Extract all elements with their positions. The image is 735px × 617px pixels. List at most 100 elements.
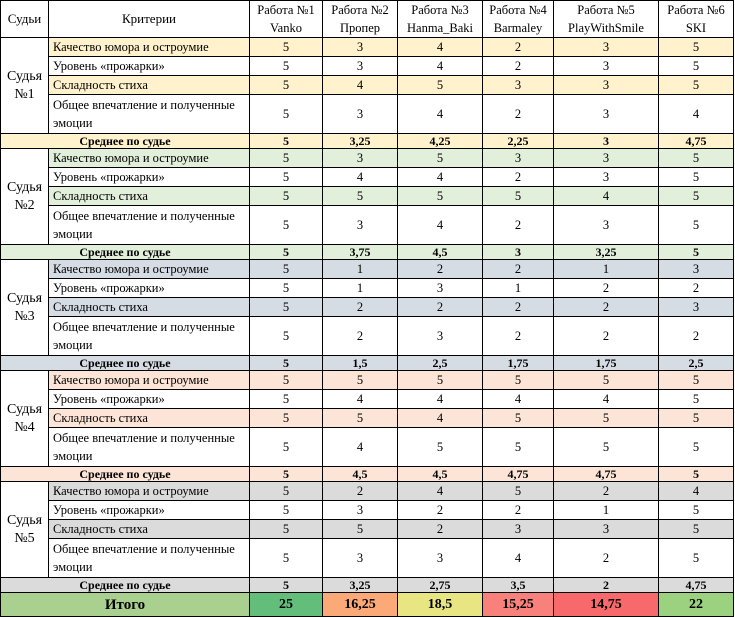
score-cell: 3 — [658, 259, 734, 279]
score-cell: 4 — [482, 538, 554, 578]
work-column-header: Работа №2 Пропер — [322, 0, 398, 38]
score-cell: 4 — [322, 427, 398, 467]
score-cell: 5 — [397, 427, 483, 467]
score-cell: 2 — [397, 519, 483, 539]
score-cell: 3 — [322, 205, 398, 245]
criterion-label: Складность стиха — [48, 297, 250, 317]
average-cell: 4,5 — [397, 244, 483, 260]
score-cell: 1 — [553, 500, 659, 520]
average-cell: 5 — [249, 355, 323, 371]
criterion-label: Уровень «прожарки» — [48, 278, 250, 298]
score-cell: 3 — [553, 37, 659, 57]
score-cell: 2 — [482, 259, 554, 279]
score-cell: 5 — [249, 167, 323, 187]
judge-label-number: №1 — [14, 86, 35, 102]
score-cell: 3 — [553, 94, 659, 134]
average-cell: 3,75 — [322, 244, 398, 260]
work-title: Работа №5 — [577, 3, 635, 17]
average-cell: 5 — [249, 466, 323, 482]
total-cell: 22 — [658, 592, 734, 617]
average-cell: 5 — [249, 133, 323, 149]
total-cell: 14,75 — [553, 592, 659, 617]
judge-label-number: №4 — [14, 419, 35, 435]
score-row: Складность стиха 5 5 4 5 5 5 — [1, 408, 734, 428]
score-cell: 5 — [658, 75, 734, 95]
score-cell: 2 — [482, 205, 554, 245]
criterion-label: Уровень «прожарки» — [48, 56, 250, 76]
score-cell: 3 — [482, 519, 554, 539]
criterion-label: Складность стиха — [48, 75, 250, 95]
average-row: Среднее по судье 5 1,5 2,5 1,75 1,75 2,5 — [0, 355, 734, 371]
score-cell: 5 — [249, 370, 323, 390]
criterion-label: Складность стиха — [48, 186, 250, 206]
score-cell: 3 — [658, 297, 734, 317]
score-cell: 1 — [322, 278, 398, 298]
score-cell: 5 — [482, 481, 554, 501]
average-cell: 5 — [249, 577, 323, 593]
score-cell: 2 — [397, 297, 483, 317]
score-cell: 5 — [249, 408, 323, 428]
total-cell: 15,25 — [482, 592, 554, 617]
score-cell: 2 — [482, 500, 554, 520]
total-cell: 25 — [249, 592, 323, 617]
average-cell: 3,25 — [322, 133, 398, 149]
average-cell: 5 — [658, 466, 734, 482]
score-cell: 5 — [249, 37, 323, 57]
average-cell: 4,75 — [553, 466, 659, 482]
criterion-label: Уровень «прожарки» — [48, 389, 250, 409]
score-cell: 4 — [553, 186, 659, 206]
criterion-label: Общее впечатление и полученные эмоции — [48, 205, 250, 245]
score-cell: 3 — [553, 519, 659, 539]
score-cell: 5 — [249, 316, 323, 356]
average-label: Среднее по судье — [0, 355, 250, 371]
average-cell: 1,75 — [482, 355, 554, 371]
score-cell: 5 — [658, 538, 734, 578]
work-author: PlayWithSmile — [568, 21, 644, 35]
average-cell: 2 — [553, 577, 659, 593]
score-row: Уровень «прожарки» 5 3 4 2 3 5 — [1, 56, 734, 76]
judge-label: Судья №3 — [0, 259, 49, 356]
score-cell: 3 — [322, 56, 398, 76]
score-cell: 2 — [658, 278, 734, 298]
average-cell: 4,25 — [397, 133, 483, 149]
score-cell: 5 — [658, 370, 734, 390]
score-cell: 5 — [658, 500, 734, 520]
average-cell: 1,5 — [322, 355, 398, 371]
score-cell: 5 — [553, 370, 659, 390]
total-label: Итого — [0, 592, 250, 617]
average-cell: 3,25 — [322, 577, 398, 593]
criterion-label: Уровень «прожарки» — [48, 167, 250, 187]
average-cell: 4,75 — [658, 577, 734, 593]
judge-label-word: Судья — [6, 512, 43, 528]
score-cell: 5 — [658, 427, 734, 467]
average-cell: 4,5 — [322, 466, 398, 482]
score-cell: 4 — [397, 389, 483, 409]
score-cell: 5 — [658, 205, 734, 245]
score-cell: 5 — [322, 186, 398, 206]
judge-label-word: Судья — [6, 179, 43, 195]
score-cell: 2 — [322, 481, 398, 501]
score-cell: 3 — [322, 500, 398, 520]
criteria-column-header: Критерии — [48, 0, 250, 38]
score-row: Уровень «прожарки» 5 1 3 1 2 2 — [1, 278, 734, 298]
work-author: Hanma_Baki — [407, 21, 473, 35]
score-cell: 2 — [482, 37, 554, 57]
score-cell: 5 — [482, 427, 554, 467]
score-cell: 4 — [397, 37, 483, 57]
score-cell: 3 — [553, 56, 659, 76]
score-cell: 5 — [658, 389, 734, 409]
score-row: Судья №4 Качество юмора и остроумие 5 5 5 5 5 5 — [0, 370, 734, 467]
score-cell: 5 — [249, 481, 323, 501]
score-cell: 5 — [322, 370, 398, 390]
judge-label-word: Судья — [6, 401, 43, 417]
score-cell: 5 — [553, 408, 659, 428]
score-cell: 2 — [553, 297, 659, 317]
average-label: Среднее по судье — [0, 244, 250, 260]
average-cell: 3,25 — [553, 244, 659, 260]
score-cell: 2 — [553, 316, 659, 356]
judge-label-word: Судья — [6, 68, 43, 84]
average-cell: 3,5 — [482, 577, 554, 593]
score-cell: 4 — [397, 205, 483, 245]
score-cell: 3 — [553, 75, 659, 95]
score-cell: 5 — [658, 56, 734, 76]
